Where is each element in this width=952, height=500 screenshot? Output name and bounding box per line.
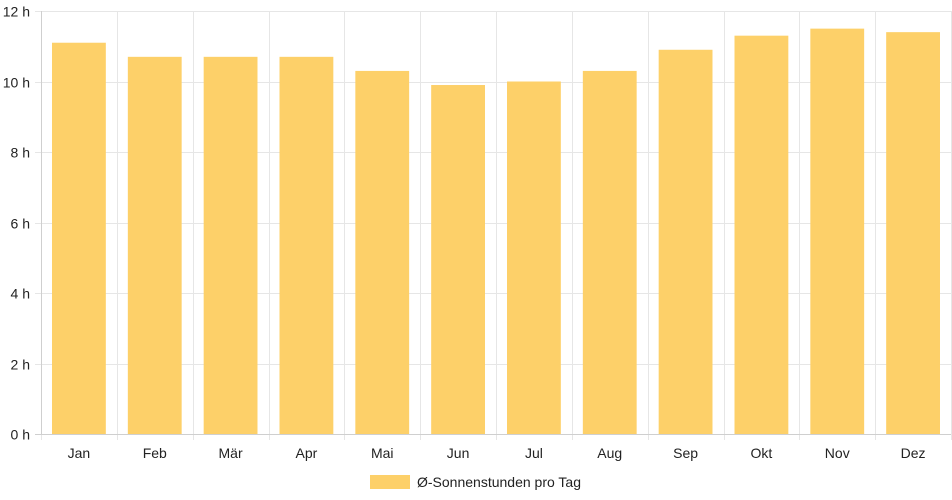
legend-swatch xyxy=(370,475,410,489)
y-tick-label: 10 h xyxy=(3,75,30,91)
bar-jan[interactable] xyxy=(52,42,106,434)
x-tick-label: Jan xyxy=(68,445,91,461)
x-tick-label: Sep xyxy=(673,445,698,461)
x-tick-label: Aug xyxy=(597,445,622,461)
legend-label: Ø-Sonnenstunden pro Tag xyxy=(417,474,581,490)
y-tick-label: 12 h xyxy=(3,4,30,20)
grid-lines xyxy=(35,11,952,440)
x-tick-label: Jun xyxy=(447,445,470,461)
bar-nov[interactable] xyxy=(810,28,865,435)
bar-apr[interactable] xyxy=(279,56,334,434)
bar-series xyxy=(52,28,940,435)
y-tick-label: 4 h xyxy=(11,286,30,302)
x-tick-label: Dez xyxy=(901,445,926,461)
bar-dez[interactable] xyxy=(886,32,940,435)
x-tick-label: Mai xyxy=(371,445,394,461)
bar-jun[interactable] xyxy=(431,85,485,435)
bar-feb[interactable] xyxy=(127,56,182,434)
axes: 0 h 2 h 4 h 6 h 8 h 10 h 12 h Jan Feb Mär Apr Mai Ju… xyxy=(3,4,951,461)
bar-okt[interactable] xyxy=(734,35,789,435)
x-tick-label: Mär xyxy=(219,445,243,461)
x-tick-label: Nov xyxy=(825,445,850,461)
x-tick-label: Feb xyxy=(143,445,167,461)
bar-aug[interactable] xyxy=(582,70,637,435)
y-tick-label: 0 h xyxy=(11,427,30,443)
x-tick-label: Okt xyxy=(751,445,773,461)
x-tick-label: Jul xyxy=(525,445,543,461)
bar-jul[interactable] xyxy=(507,81,561,435)
bar-mai[interactable] xyxy=(355,70,410,435)
bar-sep[interactable] xyxy=(658,49,713,435)
bar-mär[interactable] xyxy=(203,56,258,434)
y-tick-label: 2 h xyxy=(11,357,30,373)
y-tick-label: 6 h xyxy=(11,216,30,232)
legend[interactable]: Ø-Sonnenstunden pro Tag xyxy=(370,474,581,490)
y-tick-label: 8 h xyxy=(11,145,30,161)
x-tick-label: Apr xyxy=(296,445,318,461)
